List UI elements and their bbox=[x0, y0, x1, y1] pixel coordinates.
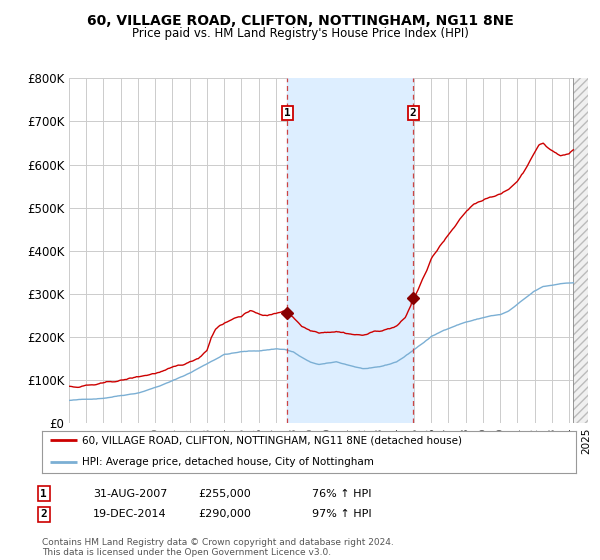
Text: 76% ↑ HPI: 76% ↑ HPI bbox=[312, 489, 371, 499]
Text: 31-AUG-2007: 31-AUG-2007 bbox=[93, 489, 167, 499]
Text: 2: 2 bbox=[40, 509, 47, 519]
Bar bbox=[287, 78, 413, 423]
Text: Price paid vs. HM Land Registry's House Price Index (HPI): Price paid vs. HM Land Registry's House … bbox=[131, 27, 469, 40]
Text: £290,000: £290,000 bbox=[198, 509, 251, 519]
Text: 60, VILLAGE ROAD, CLIFTON, NOTTINGHAM, NG11 8NE: 60, VILLAGE ROAD, CLIFTON, NOTTINGHAM, N… bbox=[86, 14, 514, 28]
Text: 19-DEC-2014: 19-DEC-2014 bbox=[93, 509, 167, 519]
Text: 2: 2 bbox=[410, 108, 416, 118]
Bar bbox=[574, 78, 592, 423]
Text: 97% ↑ HPI: 97% ↑ HPI bbox=[312, 509, 371, 519]
Text: 1: 1 bbox=[40, 489, 47, 499]
Text: Contains HM Land Registry data © Crown copyright and database right 2024.
This d: Contains HM Land Registry data © Crown c… bbox=[42, 538, 394, 557]
Text: 1: 1 bbox=[284, 108, 291, 118]
Text: HPI: Average price, detached house, City of Nottingham: HPI: Average price, detached house, City… bbox=[82, 457, 374, 466]
Text: £255,000: £255,000 bbox=[198, 489, 251, 499]
Text: 60, VILLAGE ROAD, CLIFTON, NOTTINGHAM, NG11 8NE (detached house): 60, VILLAGE ROAD, CLIFTON, NOTTINGHAM, N… bbox=[82, 436, 462, 445]
